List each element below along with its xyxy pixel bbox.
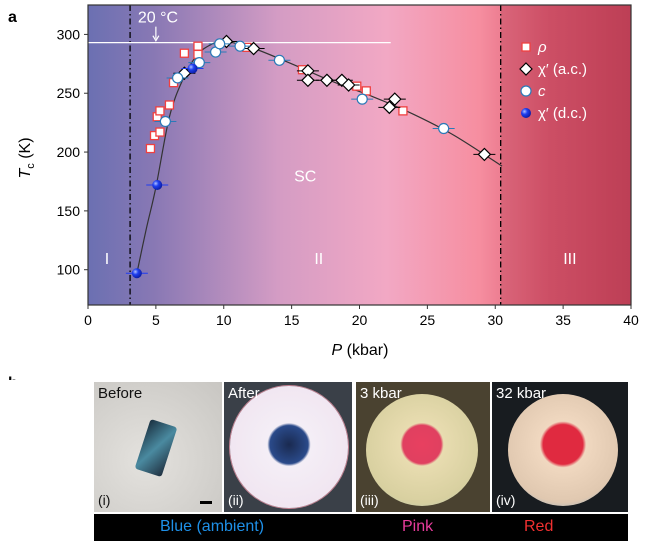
photo-title: After bbox=[228, 385, 260, 402]
c-marker bbox=[273, 54, 286, 66]
chi-ac-marker bbox=[335, 73, 349, 88]
chi-ac-marker bbox=[320, 73, 334, 88]
x-tick-label: 30 bbox=[487, 312, 503, 328]
y-axis-label: Tc (K) bbox=[17, 137, 37, 178]
region-label: II bbox=[314, 251, 323, 268]
x-tick-label: 20 bbox=[352, 312, 368, 328]
photo-index: (iv) bbox=[496, 492, 516, 508]
c-marker bbox=[214, 38, 226, 50]
color-label-pink: Pink bbox=[402, 518, 434, 535]
photo-index: (ii) bbox=[228, 492, 244, 508]
legend-entry: c bbox=[538, 83, 546, 100]
chi-ac-marker bbox=[387, 92, 402, 106]
chi-ac-marker bbox=[341, 78, 356, 92]
region-iii-shade bbox=[500, 5, 631, 305]
chi-dc-marker bbox=[131, 268, 142, 279]
chi-dc-marker bbox=[152, 180, 163, 190]
chi-dc-marker bbox=[187, 63, 198, 74]
scale-bar bbox=[200, 501, 212, 504]
x-tick-label: 40 bbox=[623, 312, 639, 328]
rho-marker bbox=[164, 100, 175, 110]
photo-index: (i) bbox=[98, 492, 111, 508]
legend-entry: χ′ (a.c.) bbox=[538, 61, 587, 78]
chi-ac-marker bbox=[301, 73, 315, 88]
legend: ρ χ′ (a.c.) c χ′ (d.c.) bbox=[519, 39, 587, 122]
y-tick-label: 100 bbox=[57, 262, 81, 278]
arrow-head bbox=[152, 35, 160, 42]
rho-marker bbox=[521, 42, 531, 52]
chi-dc-marker bbox=[521, 108, 531, 118]
sample-image bbox=[508, 394, 618, 506]
rho-marker bbox=[361, 86, 371, 96]
x-tick-label: 35 bbox=[555, 312, 571, 328]
panel-b-label: b bbox=[8, 375, 18, 380]
c-marker bbox=[520, 85, 532, 97]
region-label: III bbox=[563, 251, 576, 268]
c-marker bbox=[171, 72, 184, 84]
rho-marker bbox=[179, 48, 190, 58]
photo-3kbar: 3 kbar (iii) bbox=[356, 382, 490, 512]
x-tick-label: 25 bbox=[420, 312, 436, 328]
photo-title: 32 kbar bbox=[496, 385, 547, 402]
region-label: SC bbox=[294, 168, 316, 185]
chi-ac-marker bbox=[519, 62, 533, 76]
y-tick-label: 250 bbox=[57, 85, 81, 101]
y-tick-label: 150 bbox=[57, 203, 81, 219]
legend-entry: χ′ (d.c.) bbox=[538, 105, 587, 122]
rho-marker bbox=[193, 49, 203, 60]
legend-entry: ρ bbox=[537, 39, 547, 56]
photo-after: After (ii) bbox=[224, 382, 352, 512]
chi-ac-marker bbox=[477, 147, 492, 162]
photo-before: Before (i) bbox=[94, 382, 222, 512]
region-label: I bbox=[105, 251, 109, 268]
x-tick-label: 15 bbox=[284, 312, 300, 328]
c-marker bbox=[193, 57, 205, 69]
sample-image bbox=[230, 386, 348, 508]
panel-a-label: a bbox=[8, 9, 17, 26]
rho-marker bbox=[155, 127, 165, 137]
x-axis-label: P (kbar) bbox=[332, 342, 389, 359]
photo-32kbar: 32 kbar (iv) bbox=[492, 382, 628, 512]
rho-marker bbox=[398, 106, 408, 116]
photo-index: (iii) bbox=[360, 492, 379, 508]
plot-background bbox=[88, 5, 631, 305]
x-tick-label: 5 bbox=[152, 312, 160, 328]
color-label-bar: Blue (ambient) Pink Red bbox=[94, 514, 628, 541]
chi-ac-marker bbox=[382, 100, 397, 115]
x-tick-label: 0 bbox=[84, 312, 92, 328]
c-marker bbox=[356, 93, 368, 105]
rho-marker bbox=[145, 143, 156, 154]
photo-title: Before bbox=[98, 385, 143, 402]
sample-image bbox=[366, 394, 478, 506]
color-label-blue: Blue (ambient) bbox=[160, 518, 265, 535]
x-tick-label: 10 bbox=[216, 312, 232, 328]
room-temperature-label: 20 °C bbox=[138, 10, 178, 27]
y-tick-label: 300 bbox=[57, 26, 81, 42]
crystal-image bbox=[134, 418, 178, 478]
y-tick-label: 200 bbox=[57, 144, 81, 160]
rho-marker bbox=[155, 106, 165, 116]
c-marker bbox=[159, 115, 171, 128]
c-marker bbox=[438, 122, 450, 135]
color-label-red: Red bbox=[524, 518, 554, 535]
rho-marker bbox=[193, 41, 203, 51]
c-marker bbox=[234, 40, 246, 52]
photo-title: 3 kbar bbox=[360, 385, 402, 402]
